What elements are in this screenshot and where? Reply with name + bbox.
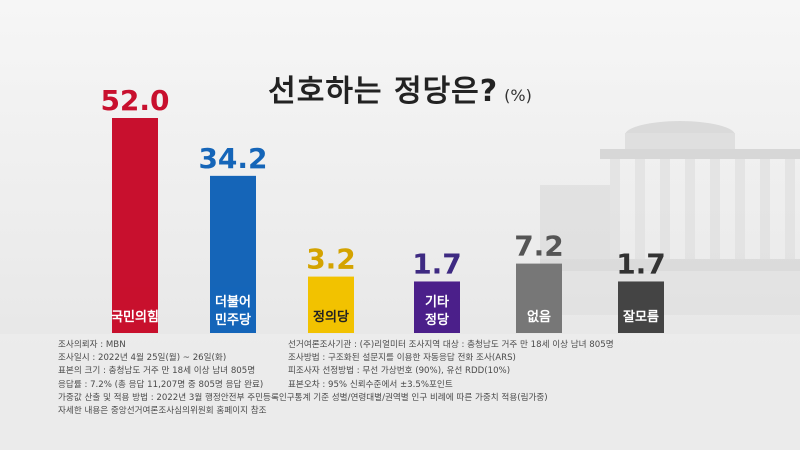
- note-line: 응답률 : 7.2% (총 응답 11,207명 중 805명 응답 완료) 표본…: [58, 378, 453, 390]
- value-label-0: 52.0: [100, 84, 169, 117]
- category-label-1-line2: 민주당: [215, 312, 251, 328]
- category-label-2: 정의당: [313, 309, 349, 325]
- value-label-5: 1.7: [616, 247, 666, 280]
- note-text: 가중값 산출 및 적용 방법 : 2022년 3월 행정안전부 주민등록인구통계…: [58, 392, 548, 403]
- title-text: 선호하는 정당은?: [268, 74, 499, 109]
- category-label-box-1: [210, 287, 256, 333]
- note-line: 가중값 산출 및 적용 방법 : 2022년 3월 행정안전부 주민등록인구통계…: [58, 391, 548, 403]
- national-assembly-building-illustration: [540, 121, 800, 315]
- category-label-0: 국민의힘: [111, 309, 159, 325]
- category-label-5: 잘모름: [623, 310, 659, 325]
- category-label-4: 없음: [527, 309, 551, 325]
- category-label-1-line1: 더불어: [215, 294, 251, 310]
- value-label-1: 34.2: [198, 142, 267, 175]
- category-label-3-line1: 기타: [425, 294, 449, 310]
- note-text: 조사의뢰자 : MBN: [58, 340, 126, 350]
- note-text: 선거여론조사기관 : (주)리얼미터 조사지역 대상 : 충청남도 거주 만 1…: [288, 340, 614, 350]
- survey-notes: 조사의뢰자 : MBN 선거여론조사기관 : (주)리얼미터 조사지역 대상 : …: [0, 334, 800, 450]
- note-text: 조사방법 : 구조화된 설문지를 이용한 자동응답 전화 조사(ARS): [288, 353, 516, 364]
- category-label-box-0: [112, 287, 158, 333]
- note-text: 표본의 크기 : 충청남도 거주 만 18세 이상 남녀 805명: [58, 366, 256, 377]
- note-text: 응답률 : 7.2% (총 응답 11,207명 중 805명 응답 완료): [58, 379, 264, 390]
- note-line: 자세한 내용은 중앙선거여론조사심의위원회 홈페이지 참조: [58, 404, 267, 416]
- note-line: 조사일시 : 2022년 4월 25일(월) ~ 26일(화) 조사방법 : 구조…: [58, 351, 516, 364]
- category-label-box-3: [414, 287, 460, 333]
- value-label-3: 1.7: [412, 247, 462, 280]
- category-label-box-4: [516, 287, 562, 333]
- unit-text: (%): [504, 86, 532, 105]
- note-text: 피조사자 선정방법 : 무선 가상번호 (90%), 유선 RDD(10%): [288, 366, 511, 377]
- category-label-box-2: [308, 287, 354, 333]
- category-label-3-line2: 정당: [425, 312, 449, 328]
- category-label-box-5: [618, 287, 664, 333]
- note-line: 표본의 크기 : 충청남도 거주 만 18세 이상 남녀 805명 피조사자 선정…: [58, 364, 510, 377]
- value-label-4: 7.2: [514, 230, 564, 263]
- note-text: 자세한 내용은 중앙선거여론조사심의위원회 홈페이지 참조: [58, 406, 267, 416]
- note-text: 표본오차 : 95% 신뢰수준에서 ±3.5%포인트: [288, 379, 453, 390]
- note-line: 조사의뢰자 : MBN 선거여론조사기관 : (주)리얼미터 조사지역 대상 : …: [58, 338, 614, 350]
- value-label-2: 3.2: [306, 243, 356, 276]
- note-text: 조사일시 : 2022년 4월 25일(월) ~ 26일(화): [58, 353, 227, 364]
- chart-title: 선호하는 정당은? (%): [0, 66, 800, 110]
